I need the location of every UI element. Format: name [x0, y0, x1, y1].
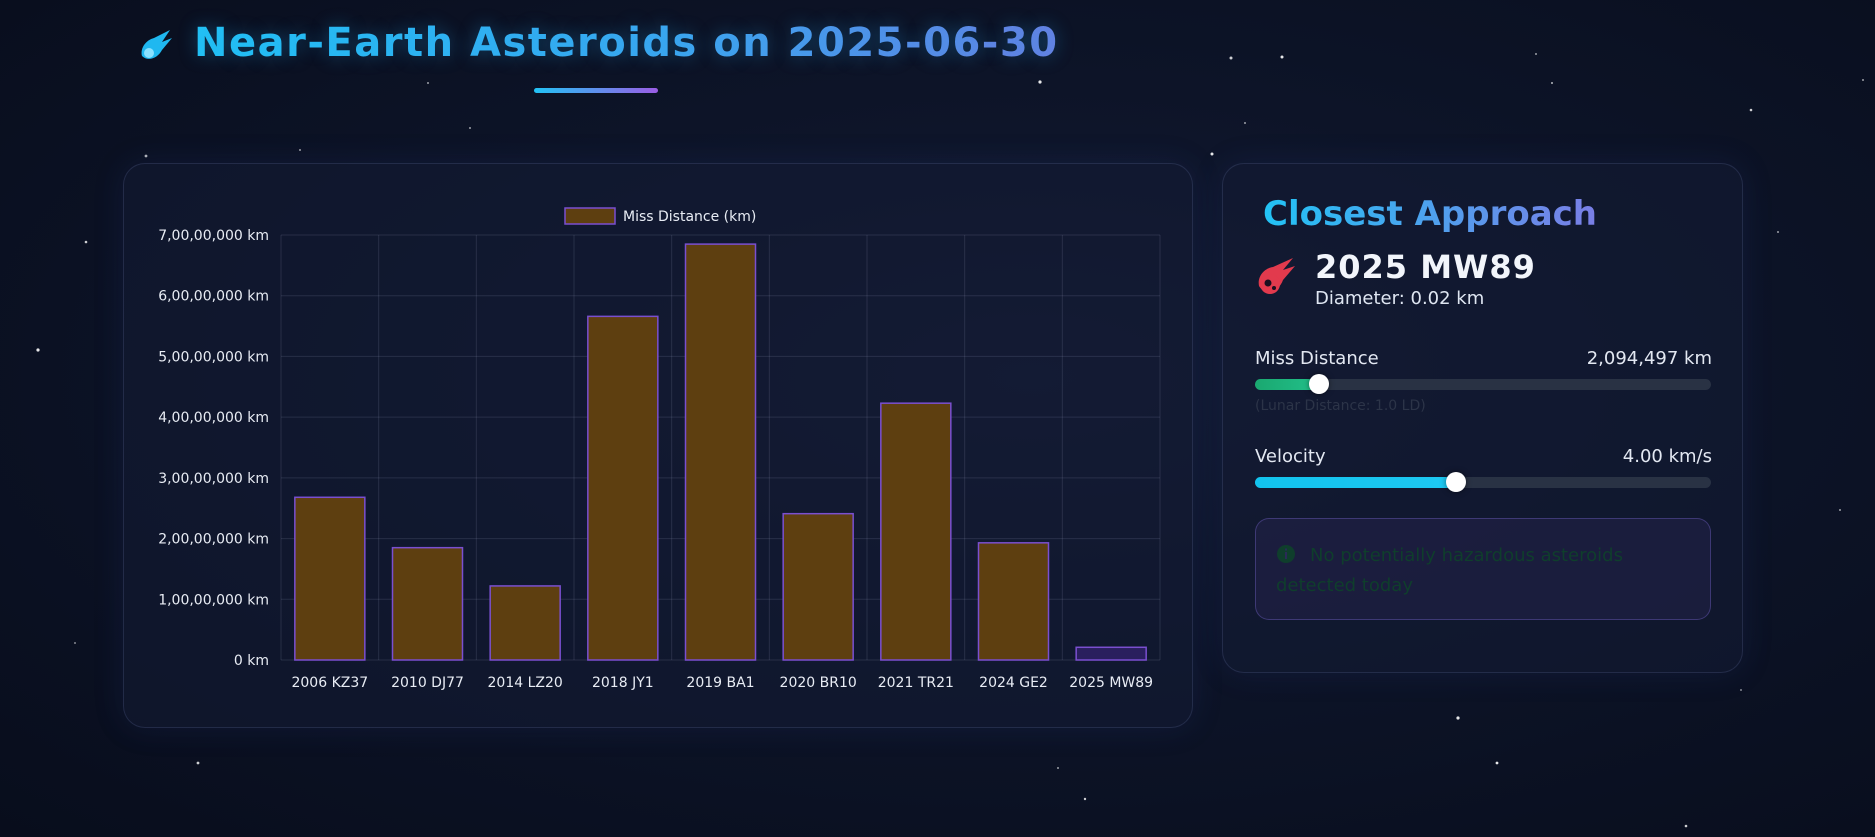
legend-label: Miss Distance (km) [623, 209, 756, 225]
asteroid-diameter: Diameter: 0.02 km [1315, 288, 1485, 309]
hazard-alert: No potentially hazardous asteroids detec… [1255, 518, 1711, 620]
bar [489, 585, 561, 661]
x-tick-label: 2010 DJ77 [391, 675, 464, 691]
y-tick-label: 0 km [234, 653, 269, 669]
x-tick-label: 2018 JY1 [592, 675, 654, 691]
y-tick-label: 2,00,00,000 km [158, 532, 269, 548]
x-tick-label: 2019 BA1 [686, 675, 754, 691]
y-tick-label: 4,00,00,000 km [158, 410, 269, 426]
closest-approach-card: Closest Approach 2025 MW89 Diameter: 0.0… [1222, 163, 1743, 673]
x-tick-label: 2014 LZ20 [488, 675, 563, 691]
bar [782, 512, 854, 661]
asteroid-name: 2025 MW89 [1315, 248, 1536, 286]
x-tick-label: 2021 TR21 [878, 675, 954, 691]
bar [684, 243, 757, 661]
hazard-alert-text: No potentially hazardous asteroids detec… [1276, 545, 1623, 596]
page-title: Near-Earth Asteroids on 2025-06-30 [194, 20, 1059, 66]
x-tick-label: 2006 KZ37 [291, 675, 368, 691]
miss-distance-value: 2,094,497 km [1586, 348, 1712, 369]
y-tick-label: 6,00,00,000 km [158, 289, 269, 305]
miss-distance-knob [1308, 374, 1329, 394]
info-circle-icon [1277, 545, 1295, 563]
bar [1075, 646, 1147, 661]
lunar-distance: (Lunar Distance: 1.0 LD) [1255, 398, 1426, 414]
velocity-value: 4.00 km/s [1622, 446, 1712, 467]
legend-swatch [564, 207, 616, 225]
y-tick-label: 1,00,00,000 km [158, 592, 269, 608]
title-underline [534, 88, 658, 93]
bar [294, 496, 366, 661]
bar [587, 315, 659, 661]
velocity-label: Velocity [1255, 446, 1326, 467]
x-tick-label: 2020 BR10 [780, 675, 857, 691]
meteor-icon [1258, 258, 1295, 294]
x-tick-label: 2024 GE2 [979, 675, 1048, 691]
y-tick-label: 3,00,00,000 km [158, 471, 269, 487]
comet-icon [141, 30, 172, 59]
y-tick-label: 7,00,00,000 km [158, 228, 269, 244]
bar [880, 402, 952, 661]
miss-distance-bar-chart: 0 km 1,00,00,000 km 2,00,00,000 km 3,00,00,… [158, 207, 1161, 691]
bar [391, 546, 464, 661]
miss-distance-label: Miss Distance [1255, 348, 1379, 369]
closest-approach-title: Closest Approach [1263, 194, 1598, 234]
y-tick-label: 5,00,00,000 km [158, 349, 269, 365]
chart-card: 0 km 1,00,00,000 km 2,00,00,000 km 3,00,00,… [123, 163, 1193, 728]
miss-distance-bar [1255, 374, 1711, 394]
x-tick-label: 2025 MW89 [1069, 675, 1153, 691]
velocity-fill [1255, 477, 1456, 488]
velocity-knob [1445, 472, 1466, 492]
velocity-bar [1255, 472, 1711, 492]
miss-distance-fill [1255, 379, 1319, 390]
bar [977, 542, 1050, 661]
